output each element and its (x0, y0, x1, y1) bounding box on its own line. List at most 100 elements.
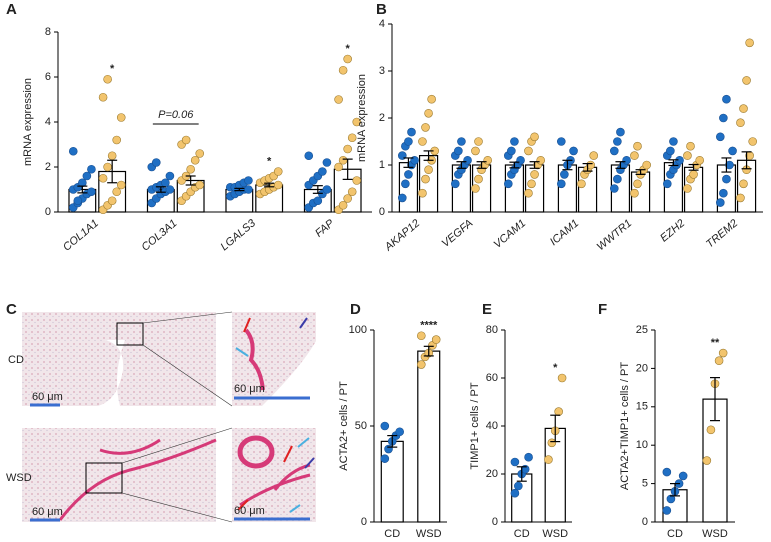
data-point (557, 373, 567, 383)
data-point (103, 74, 112, 84)
data-point (318, 167, 327, 176)
data-point (633, 179, 642, 189)
data-point (530, 132, 539, 142)
data-point (633, 141, 642, 151)
data-point (343, 194, 352, 203)
data-point (407, 127, 416, 137)
data-point (151, 158, 161, 167)
data-point (722, 174, 731, 184)
x-tick-label: WWTR1 (595, 217, 635, 253)
data-point (107, 196, 117, 206)
data-point (87, 164, 96, 174)
data-point (431, 335, 441, 344)
y-tick-label: 80 (486, 324, 498, 336)
x-tick-label: AKAP12 (382, 217, 422, 254)
scale-label: 60 μm (234, 383, 265, 395)
zoom-line (121, 492, 233, 523)
zoom-line (142, 311, 233, 324)
panel-label: E (482, 301, 492, 318)
data-point (424, 165, 433, 174)
x-tick-label: TREM2 (704, 217, 740, 250)
data-point (116, 113, 126, 122)
data-point (669, 137, 678, 146)
data-point (112, 187, 122, 197)
data-point (507, 146, 516, 156)
data-point (686, 141, 695, 151)
data-point (334, 162, 343, 172)
data-point (716, 198, 725, 207)
data-point (666, 494, 676, 504)
data-point (483, 156, 492, 165)
data-point (471, 184, 480, 193)
stain (237, 435, 275, 469)
data-point (530, 170, 539, 179)
data-point (630, 151, 639, 160)
data-point (702, 456, 712, 465)
data-point (103, 162, 112, 172)
data-point (739, 104, 748, 113)
y-tick-label: 2 (379, 112, 385, 124)
significance: * (553, 362, 558, 374)
significance: **** (420, 320, 438, 332)
y-tick-label: 6 (45, 71, 51, 83)
data-point (404, 137, 413, 146)
data-point (577, 179, 586, 189)
panel-label: B (376, 1, 387, 18)
data-point (689, 170, 698, 179)
bar (398, 162, 419, 213)
y-tick-label: 1 (379, 159, 385, 171)
arrow (243, 317, 251, 333)
data-point (736, 118, 745, 127)
y-tick-label: 0 (379, 206, 385, 218)
panel-label: D (350, 301, 361, 318)
data-point (719, 113, 728, 123)
data-point (510, 488, 520, 498)
data-point (186, 164, 195, 174)
data-point (181, 135, 191, 145)
panel-label: F (598, 301, 607, 318)
data-point (401, 179, 410, 189)
data-point (510, 457, 520, 467)
data-point (451, 179, 460, 189)
data-point (524, 146, 533, 156)
data-point (463, 156, 472, 165)
micrograph-panel: C 60 μm 60 μm CD 60 μm 60 μm WSD (6, 301, 316, 523)
arrow (283, 445, 293, 463)
x-tick-label: COL1A1 (61, 217, 101, 253)
data-point (161, 178, 170, 188)
data-point (610, 146, 619, 156)
data-point (380, 454, 390, 463)
data-point (544, 455, 553, 464)
significance: * (346, 43, 351, 55)
zoom-box (116, 322, 144, 346)
data-point (395, 427, 404, 437)
y-tick-label: 5 (642, 478, 648, 490)
data-point (87, 187, 96, 197)
data-point (630, 188, 639, 198)
row-label: CD (8, 354, 24, 366)
data-point (516, 156, 525, 165)
data-point (98, 92, 108, 102)
data-point (718, 348, 728, 358)
y-tick-label: 100 (349, 324, 367, 336)
data-point (244, 185, 253, 194)
data-point (725, 160, 734, 170)
data-point (322, 158, 332, 167)
data-point (98, 173, 108, 183)
data-point (398, 193, 407, 203)
significance: * (110, 63, 115, 75)
data-point (557, 179, 566, 189)
zoom-line (142, 344, 233, 407)
arrow (297, 437, 310, 448)
y-tick-label: 8 (45, 26, 51, 38)
data-point (404, 170, 413, 179)
scale-label: 60 μm (32, 391, 63, 403)
row-label: WSD (6, 472, 32, 484)
y-tick-label: 15 (636, 401, 648, 413)
data-point (313, 196, 323, 206)
y-tick-label: 25 (636, 324, 648, 336)
data-point (347, 133, 357, 143)
stain (244, 328, 265, 391)
data-point (739, 179, 748, 189)
data-point (195, 180, 205, 190)
